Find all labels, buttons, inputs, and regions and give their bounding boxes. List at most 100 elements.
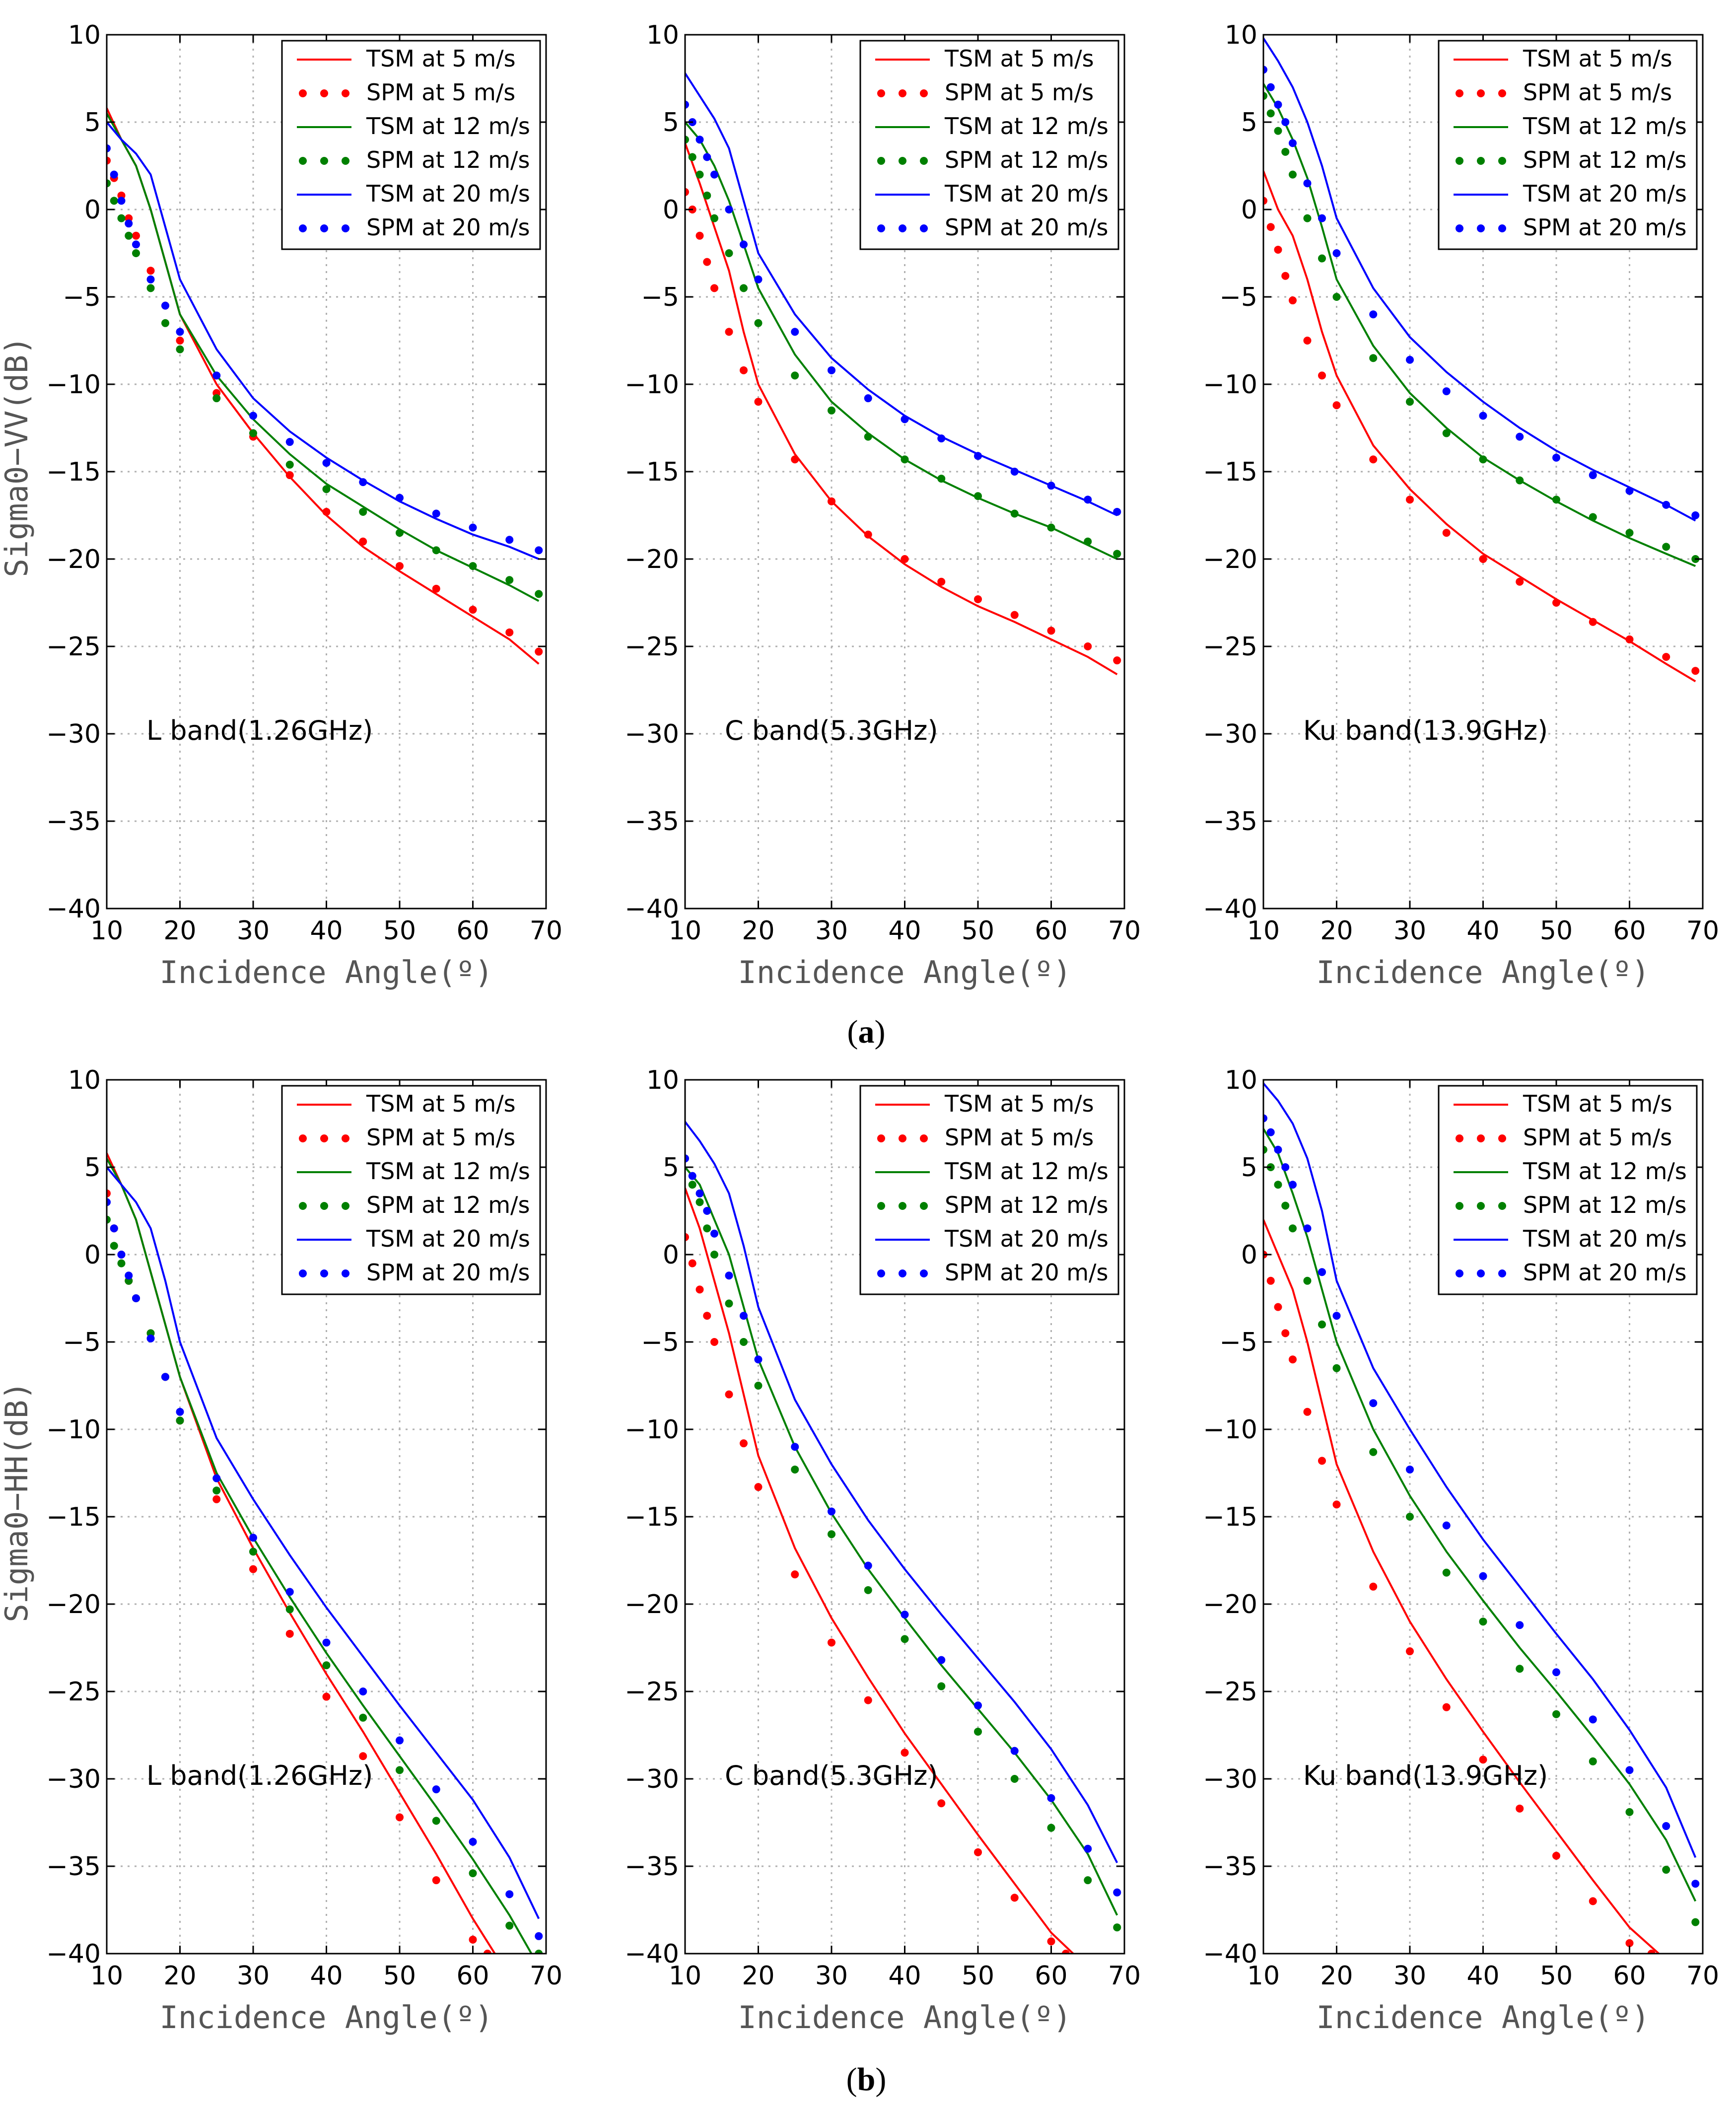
y-tick-label: −20 [1203, 1590, 1257, 1619]
data-point [1281, 118, 1290, 126]
data-point [1318, 254, 1326, 263]
data-point [432, 1876, 440, 1885]
data-point [432, 1817, 440, 1825]
data-point [725, 1271, 733, 1280]
data-point [1047, 1794, 1055, 1802]
data-point [176, 1407, 184, 1416]
y-tick-label: −15 [625, 457, 679, 487]
data-point [1303, 1407, 1312, 1416]
y-tick-label: −20 [46, 545, 101, 574]
data-point [1516, 577, 1524, 586]
y-tick-label: 5 [1241, 1153, 1257, 1183]
data-point [1084, 495, 1092, 504]
data-point [285, 1629, 294, 1638]
legend-dot [299, 157, 307, 165]
data-point [1552, 1710, 1560, 1718]
x-tick-label: 40 [1466, 916, 1499, 946]
data-point [685, 1154, 689, 1163]
y-tick-label: 0 [84, 1240, 101, 1270]
y-tick-label: −25 [1203, 632, 1257, 662]
x-tick-label: 10 [1247, 916, 1280, 946]
legend-dot-swatch [299, 89, 349, 97]
data-point [688, 153, 696, 161]
data-point [132, 1294, 140, 1302]
legend-dot-swatch [1456, 89, 1506, 97]
data-point [1047, 1824, 1055, 1832]
data-point [1691, 511, 1700, 519]
legend-label: TSM at 5 m/s [944, 1090, 1094, 1117]
legend-dot [320, 224, 328, 232]
data-point [249, 1565, 257, 1573]
legend-item: TSM at 12 m/s [875, 1158, 1109, 1185]
series-line-tsm-at-20-m-s [1263, 37, 1696, 522]
data-point [1281, 147, 1290, 156]
legend-item: TSM at 5 m/s [875, 1090, 1094, 1117]
legend: TSM at 5 m/s SPM at 5 m/s TSM at 12 m/s SPM… [859, 40, 1119, 250]
data-point [1552, 599, 1560, 607]
data-point [1442, 1521, 1451, 1530]
series-line-tsm-at-12-m-s [1263, 1128, 1697, 1902]
legend-dot [899, 89, 906, 97]
legend-dot [320, 157, 328, 165]
legend-dot [920, 1269, 928, 1277]
legend-item: SPM at 12 m/s [877, 146, 1109, 173]
data-point [864, 1586, 872, 1594]
data-point [828, 1638, 835, 1647]
legend-label: TSM at 20 m/s [944, 180, 1109, 207]
data-point [695, 231, 704, 240]
legend-dot-swatch [299, 157, 349, 165]
legend-dot [1477, 1202, 1485, 1210]
legend-dot [1477, 157, 1485, 165]
data-point [1625, 635, 1634, 643]
data-point [688, 1172, 696, 1180]
panels: 10 20 30 40 50 60 701050−5−10−15−20−25−30−35−4… [0, 20, 1719, 2036]
legend-item: TSM at 20 m/s [875, 1225, 1109, 1252]
y-tick-label: −20 [1203, 545, 1257, 574]
legend-label: TSM at 12 m/s [366, 113, 530, 140]
legend-label: SPM at 5 m/s [1523, 79, 1672, 106]
series-line-tsm-at-20-m-s [1263, 1082, 1697, 1858]
x-tick-label: 50 [962, 916, 994, 946]
data-point [1406, 1647, 1414, 1656]
data-point [703, 1312, 711, 1320]
data-point [469, 1869, 477, 1878]
legend-dot-swatch [877, 224, 928, 232]
data-point [1274, 1303, 1282, 1311]
data-point [791, 371, 799, 380]
data-point [1589, 471, 1597, 480]
data-point [1479, 455, 1487, 464]
legend-label: TSM at 12 m/s [1523, 1158, 1687, 1185]
data-point [396, 529, 404, 537]
y-tick-label: −30 [46, 719, 101, 749]
y-tick-label: −35 [625, 1852, 679, 1882]
data-point [359, 507, 367, 516]
x-tick-label: 30 [237, 916, 270, 946]
data-point [754, 1382, 763, 1390]
legend: TSM at 5 m/s SPM at 5 m/s TSM at 12 m/s SPM… [1438, 40, 1698, 250]
legend-item: TSM at 5 m/s [875, 45, 1094, 72]
data-point [1691, 667, 1700, 675]
y-tick-label: −25 [46, 1677, 101, 1707]
data-point [740, 1338, 748, 1346]
data-point [901, 415, 909, 423]
data-point [107, 144, 111, 152]
chart-panel-2: 10 20 30 40 50 60 701050−5−10−15−20−25−30−35−4… [625, 20, 1141, 990]
data-point [212, 371, 221, 380]
series-group [1263, 1082, 1700, 1954]
legend-item: SPM at 20 m/s [299, 1259, 530, 1286]
data-point [505, 628, 514, 636]
legend-dot [1498, 157, 1506, 165]
legend-item: SPM at 12 m/s [299, 1192, 530, 1218]
legend-label: TSM at 5 m/s [1523, 45, 1672, 72]
y-tick-label: −35 [46, 807, 101, 837]
legend-dot [342, 1269, 349, 1277]
data-point [249, 1534, 257, 1542]
legend-dot-swatch [1456, 224, 1506, 232]
legend-box [1438, 40, 1698, 250]
legend-label: SPM at 12 m/s [1523, 146, 1687, 173]
data-point [176, 328, 184, 336]
legend-label: SPM at 20 m/s [366, 1259, 530, 1286]
data-point [937, 434, 946, 443]
data-point [685, 136, 689, 144]
y-tick-label: −15 [625, 1502, 679, 1532]
